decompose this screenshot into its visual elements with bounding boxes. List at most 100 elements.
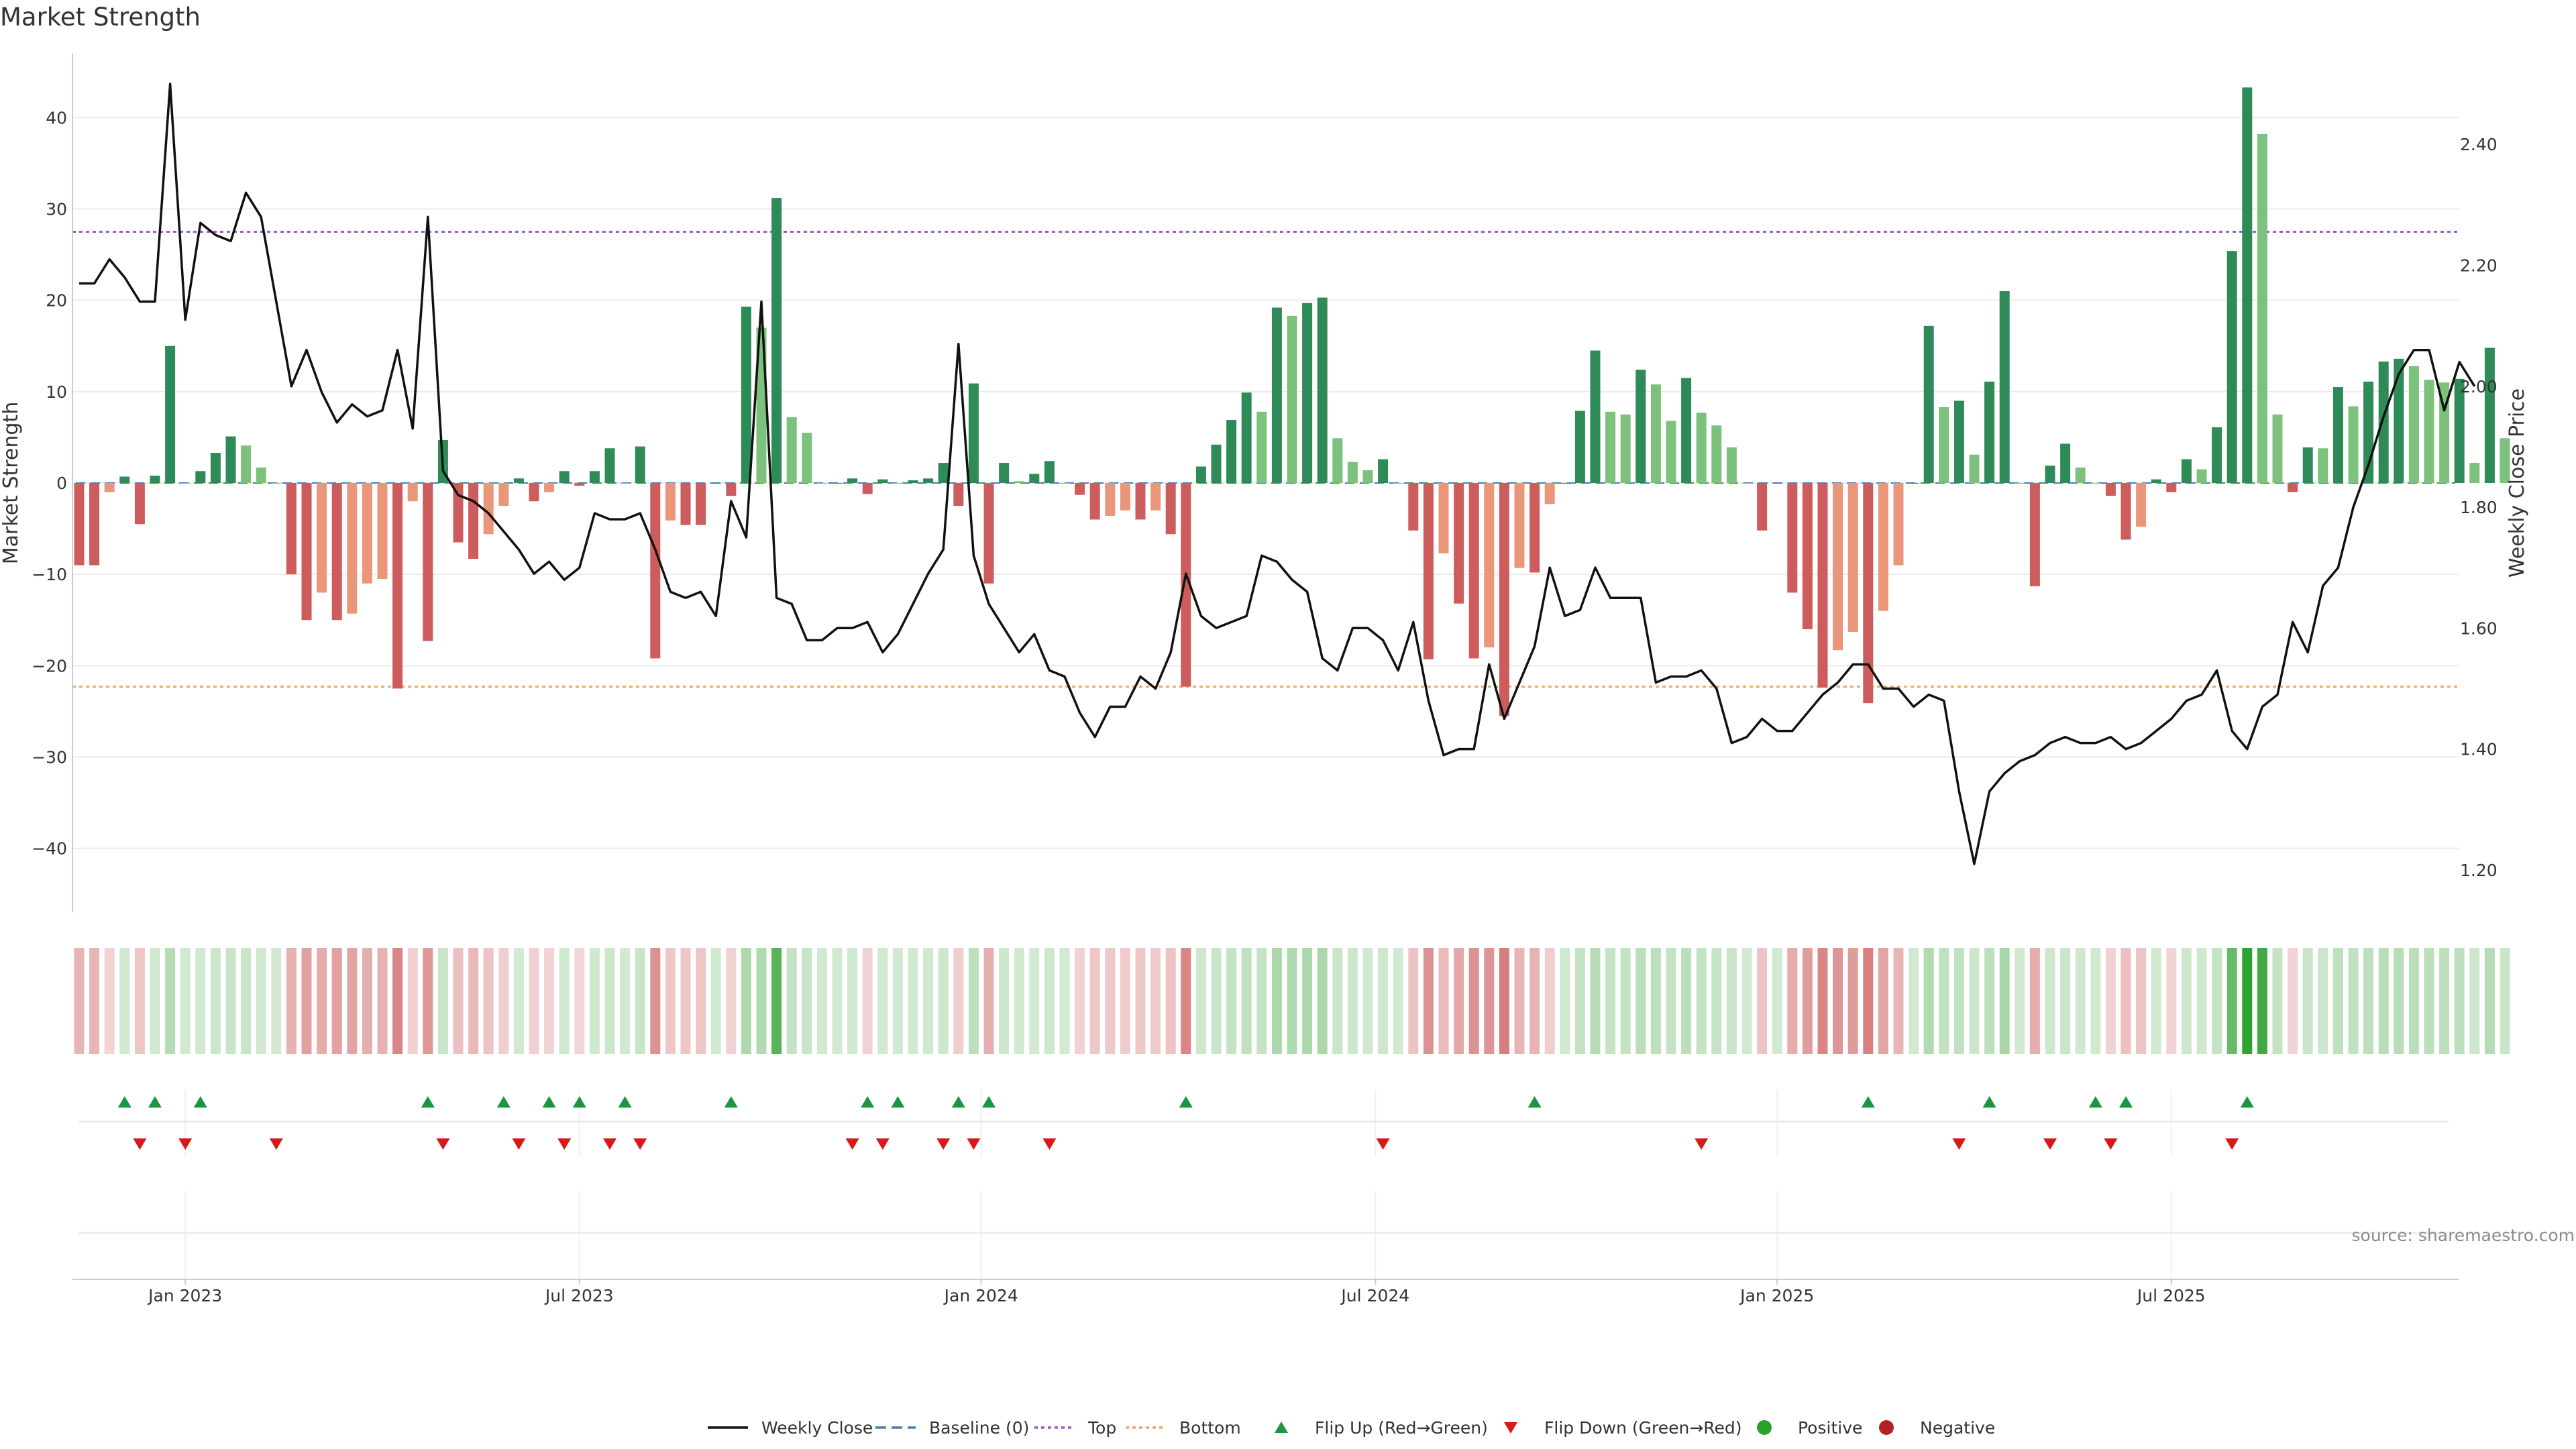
strength-bar — [468, 483, 479, 559]
strength-bar — [968, 383, 979, 483]
heat-cell — [574, 948, 585, 1054]
strength-bar — [1332, 438, 1343, 483]
heat-cell — [2015, 948, 2025, 1054]
strength-bar — [104, 483, 115, 492]
heat-cell — [2318, 948, 2328, 1054]
heat-cell — [1817, 948, 1828, 1054]
strength-bar — [483, 483, 494, 535]
strength-bar — [1438, 483, 1449, 553]
heat-cell — [1605, 948, 1616, 1054]
heat-cell — [1893, 948, 1904, 1054]
strength-bar — [271, 483, 282, 484]
flip-up-marker — [1982, 1096, 1996, 1108]
strength-heat-strip — [74, 948, 2510, 1054]
x-tick-label: Jan 2024 — [943, 1286, 1018, 1305]
heat-cell — [1059, 948, 1070, 1054]
heat-cell — [802, 948, 812, 1054]
flip-up-marker — [891, 1096, 905, 1108]
heat-cell — [1195, 948, 1206, 1054]
strength-bar — [2166, 483, 2177, 492]
strength-bar — [2015, 483, 2025, 484]
strength-bar — [150, 476, 160, 483]
strength-bars — [74, 87, 2510, 716]
strength-bar — [2469, 463, 2480, 483]
heat-cell — [2151, 948, 2161, 1054]
source-note: source: sharemaestro.com — [2352, 1226, 2575, 1245]
heat-cell — [1757, 948, 1768, 1054]
heat-cell — [1438, 948, 1449, 1054]
flip-up-marker — [572, 1096, 586, 1108]
strength-bar — [301, 483, 312, 621]
heat-cell — [726, 948, 737, 1054]
heat-cell — [1135, 948, 1146, 1054]
strength-bar — [1757, 483, 1768, 531]
strength-bar — [286, 483, 297, 575]
strength-bar — [892, 483, 903, 484]
flip-down-marker — [845, 1138, 859, 1150]
strength-bar — [1605, 411, 1616, 483]
strength-bar — [574, 483, 585, 486]
heat-cell — [1089, 948, 1100, 1054]
strength-bar — [74, 483, 85, 566]
strength-bar — [2348, 406, 2359, 483]
heat-cell — [150, 948, 160, 1054]
strength-bar — [2318, 448, 2328, 483]
heat-cell — [2288, 948, 2298, 1054]
heat-cell — [301, 948, 312, 1054]
heat-cell — [468, 948, 479, 1054]
flip-down-marker — [557, 1138, 572, 1150]
heat-cell — [286, 948, 297, 1054]
strength-bar — [1787, 483, 1798, 593]
heat-cell — [1711, 948, 1722, 1054]
heat-cell — [1181, 948, 1191, 1054]
y-tick-label: 30 — [46, 199, 67, 219]
heat-cell — [2242, 948, 2253, 1054]
heat-cell — [2378, 948, 2389, 1054]
heat-cell — [1681, 948, 1692, 1054]
heat-cell — [1287, 948, 1297, 1054]
x-tick-label: Jan 2023 — [147, 1286, 222, 1305]
heat-cell — [741, 948, 751, 1054]
heat-cell — [771, 948, 782, 1054]
strength-bar — [1984, 381, 1995, 483]
strength-bar — [2181, 459, 2192, 483]
heat-cell — [1544, 948, 1555, 1054]
strength-bar — [1317, 297, 1328, 483]
flip-down-marker — [178, 1138, 193, 1150]
flip-up-marker — [421, 1096, 435, 1108]
heat-cell — [2484, 948, 2495, 1054]
strength-bar — [407, 483, 418, 502]
strength-bar — [1484, 483, 1495, 648]
strength-bar — [317, 483, 327, 593]
strength-bar — [1590, 350, 1601, 483]
heat-cell — [1514, 948, 1525, 1054]
flip-up-marker — [861, 1096, 875, 1108]
strength-bar — [2060, 443, 2071, 483]
flip-up-marker — [1861, 1096, 1875, 1108]
strength-bar — [816, 483, 827, 484]
legend-label: Positive — [1798, 1418, 1862, 1438]
heat-cell — [1332, 948, 1343, 1054]
heat-cell — [453, 948, 464, 1054]
strength-bar — [1302, 303, 1313, 483]
strength-bar — [938, 463, 949, 483]
strength-bar — [2212, 427, 2222, 483]
heat-cell — [2302, 948, 2313, 1054]
heat-cell — [2045, 948, 2055, 1054]
heat-cell — [1923, 948, 1934, 1054]
heat-cell — [377, 948, 388, 1054]
strength-bar — [999, 463, 1010, 483]
heat-cell — [2029, 948, 2040, 1054]
heat-cell — [2212, 948, 2222, 1054]
heat-cell — [1362, 948, 1373, 1054]
heat-cell — [1620, 948, 1631, 1054]
strength-bar — [2257, 133, 2267, 484]
strength-bar — [1635, 370, 1646, 483]
strength-bar — [529, 483, 539, 502]
flip-down-marker — [633, 1138, 647, 1150]
heat-cell — [2136, 948, 2147, 1054]
heat-cell — [2454, 948, 2465, 1054]
heat-cell — [2090, 948, 2101, 1054]
strength-bar — [832, 483, 843, 484]
strength-bar — [1241, 392, 1252, 483]
